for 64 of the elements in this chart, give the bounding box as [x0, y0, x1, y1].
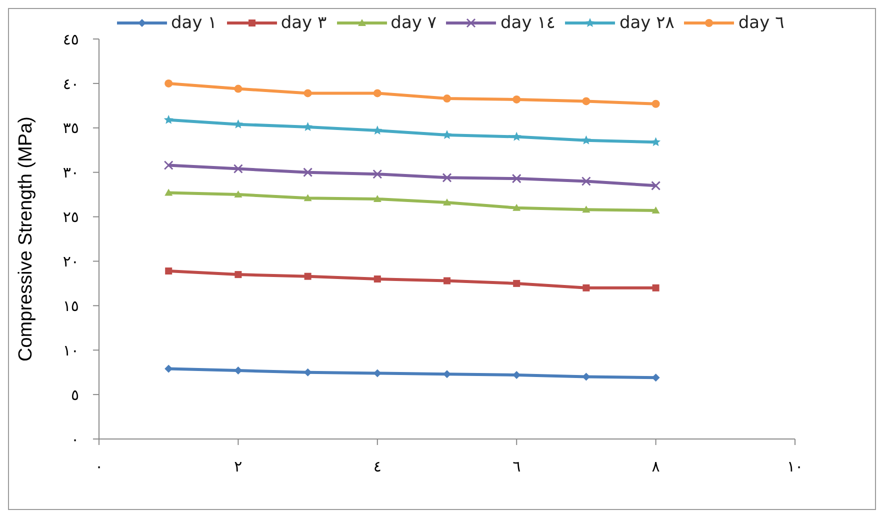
point	[234, 190, 242, 198]
point	[234, 84, 242, 93]
x-tick-label: ٨	[652, 458, 660, 476]
point	[581, 135, 591, 144]
point	[652, 206, 660, 214]
point	[373, 195, 382, 202]
legend-label: day ٢٨	[619, 13, 674, 33]
legend-label: day ٧	[390, 13, 436, 33]
x-tick-label: ٠	[94, 458, 104, 476]
point	[444, 277, 450, 284]
point	[303, 168, 313, 178]
point	[652, 284, 660, 292]
point	[304, 89, 312, 98]
point	[582, 206, 590, 213]
point	[304, 194, 312, 202]
x-tick-label: ١٠	[786, 458, 804, 476]
point	[374, 276, 381, 282]
point	[513, 280, 520, 287]
point	[582, 284, 590, 292]
x-tick-label: ٢	[234, 458, 242, 476]
point	[372, 126, 382, 135]
point	[442, 172, 452, 182]
point	[512, 174, 522, 184]
y-tick-label: ١٥	[62, 296, 79, 315]
point	[581, 176, 591, 186]
point	[512, 204, 521, 211]
legend-label: day ٣	[280, 13, 327, 33]
point	[233, 164, 243, 174]
point	[651, 137, 661, 146]
point	[582, 97, 590, 106]
point	[165, 268, 172, 274]
x-tick-label: ٤	[373, 458, 382, 476]
point	[164, 160, 174, 170]
point	[443, 198, 451, 206]
point	[234, 271, 242, 278]
y-tick-label: ٤٥	[62, 30, 79, 48]
point	[443, 370, 451, 378]
point	[304, 272, 312, 280]
point	[373, 89, 382, 98]
y-tick-label: ٠	[70, 430, 79, 448]
y-tick-label: ٥	[70, 386, 79, 404]
point	[512, 95, 521, 104]
y-tick-label: ٢٠	[62, 252, 79, 271]
point	[651, 180, 661, 190]
x-tick-label: ٦	[512, 458, 521, 476]
point	[443, 94, 451, 103]
y-tick-label: ٢٥	[62, 208, 79, 226]
legend-label: day ١	[171, 13, 217, 33]
point	[164, 114, 174, 124]
y-axis-title: Compressive Strength (MPa)	[16, 116, 37, 362]
point	[303, 122, 313, 132]
point	[372, 169, 382, 179]
point	[442, 130, 452, 140]
point	[164, 188, 173, 196]
y-tick-label: ٣٠	[62, 164, 79, 182]
point	[512, 132, 522, 141]
point	[164, 79, 173, 88]
y-tick-label: ٤٠	[62, 74, 79, 93]
point	[652, 100, 660, 108]
point	[233, 119, 243, 128]
legend-label: day ١٤	[500, 13, 556, 33]
y-tick-label: ١٠	[62, 341, 79, 360]
legend-label: day ٦	[738, 13, 784, 33]
y-tick-label: ٣٥	[62, 119, 79, 138]
